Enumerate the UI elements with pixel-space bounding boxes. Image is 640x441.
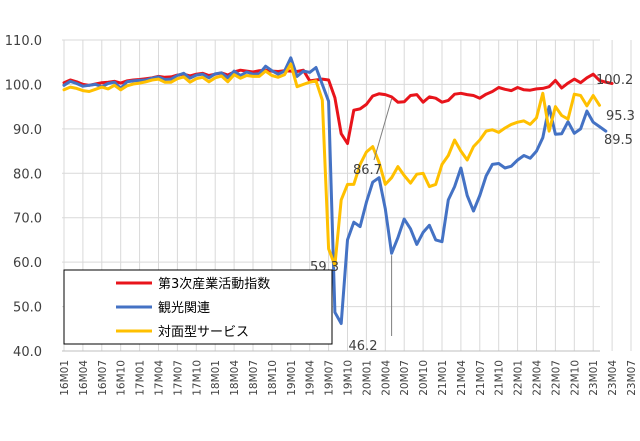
x-tick-label: 16M04 bbox=[78, 360, 90, 396]
x-tick-label: 21M04 bbox=[456, 360, 468, 396]
x-tick-label: 22M07 bbox=[550, 360, 562, 396]
x-tick-label: 22M10 bbox=[569, 360, 581, 396]
y-tick-label: 50.0 bbox=[13, 301, 42, 316]
annotation-label: 46.2 bbox=[349, 339, 378, 354]
x-tick-label: 18M10 bbox=[267, 360, 279, 396]
annotation-label: 100.2 bbox=[596, 73, 633, 88]
series-line-3 bbox=[62, 62, 601, 267]
x-tick-label: 23M07 bbox=[626, 360, 638, 396]
annotation-leader bbox=[373, 98, 393, 161]
annotations: 100.295.389.586.759.346.2 bbox=[310, 73, 635, 354]
legend-box bbox=[63, 269, 333, 345]
x-tick-label: 19M07 bbox=[324, 360, 336, 396]
legend-label: 第3次産業活動指数 bbox=[158, 276, 270, 292]
annotation-label: 89.5 bbox=[604, 133, 633, 148]
x-tick-label: 17M10 bbox=[191, 360, 203, 396]
x-tick-label: 23M04 bbox=[607, 360, 619, 396]
y-tick-label: 70.0 bbox=[13, 212, 42, 227]
x-tick-label: 20M07 bbox=[399, 360, 411, 396]
x-tick-label: 16M07 bbox=[97, 360, 109, 396]
legend-label: 観光関連 bbox=[158, 301, 210, 316]
x-tick-label: 19M10 bbox=[343, 360, 355, 396]
x-tick-label: 21M07 bbox=[475, 360, 487, 396]
x-tick-label: 21M10 bbox=[494, 360, 506, 396]
y-tick-label: 90.0 bbox=[13, 123, 42, 138]
y-tick-label: 40.0 bbox=[13, 345, 42, 360]
y-tick-label: 80.0 bbox=[13, 167, 42, 182]
x-tick-label: 20M01 bbox=[361, 360, 373, 396]
x-tick-label: 22M01 bbox=[513, 360, 525, 396]
legend-label: 対面型サービス bbox=[158, 325, 249, 340]
y-tick-label: 100.0 bbox=[5, 78, 42, 93]
x-tick-label: 20M04 bbox=[380, 360, 392, 396]
x-tick-label: 23M01 bbox=[588, 360, 600, 396]
x-tick-label: 16M01 bbox=[59, 360, 71, 396]
y-tick-label: 110.0 bbox=[5, 34, 42, 49]
x-tick-label: 19M04 bbox=[305, 360, 317, 396]
x-tick-label: 20M10 bbox=[418, 360, 430, 396]
x-tick-label: 22M04 bbox=[532, 360, 544, 396]
x-tick-label: 17M07 bbox=[172, 360, 184, 396]
x-tick-label: 21M01 bbox=[437, 360, 449, 396]
x-tick-label: 17M04 bbox=[154, 360, 166, 396]
series-lines bbox=[62, 56, 614, 325]
y-axis: 40.0 50.0 60.0 70.0 80.0 90.0 100.0 110.0 bbox=[5, 34, 42, 360]
x-tick-label: 18M07 bbox=[248, 360, 260, 396]
annotation-label: 95.3 bbox=[606, 109, 635, 124]
x-tick-label: 19M01 bbox=[286, 360, 298, 396]
x-tick-label: 18M04 bbox=[229, 360, 241, 396]
y-tick-label: 60.0 bbox=[13, 256, 42, 271]
x-tick-label: 17M01 bbox=[135, 360, 147, 396]
x-axis: 16M01 16M04 16M07 16M10 17M01 17M04 17M07 17M10… bbox=[59, 350, 638, 396]
annotation-label: 86.7 bbox=[353, 163, 382, 178]
x-tick-label: 16M10 bbox=[116, 360, 128, 396]
x-tick-label: 18M01 bbox=[210, 360, 222, 396]
series-line-2 bbox=[62, 56, 608, 325]
